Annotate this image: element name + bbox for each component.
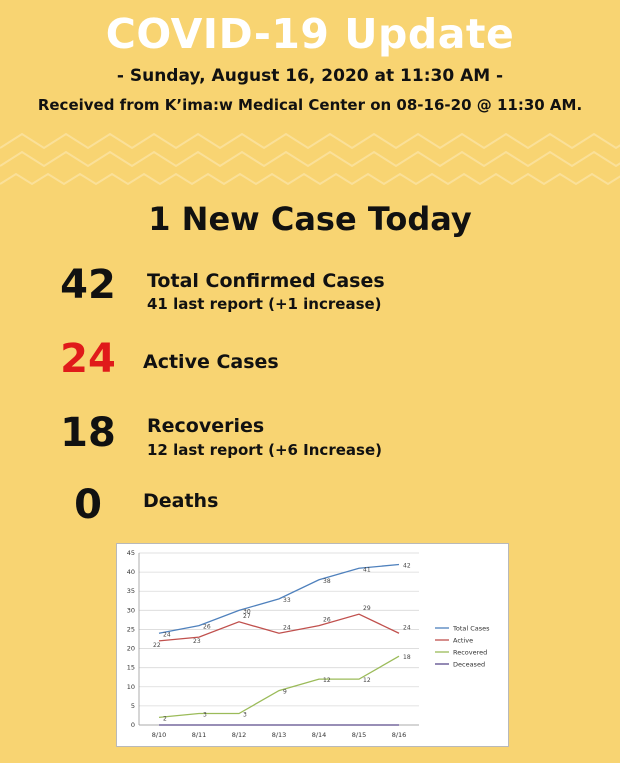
legend-label: Deceased <box>453 660 485 668</box>
data-label: 29 <box>363 605 371 612</box>
decorative-zigzag-band <box>0 132 620 186</box>
data-label: 30 <box>243 608 251 615</box>
total-cases-number: 42 <box>60 262 116 308</box>
data-label: 12 <box>363 677 371 684</box>
y-tick-label: 15 <box>127 664 135 672</box>
x-tick-label: 8/15 <box>352 731 367 739</box>
data-label: 12 <box>323 677 331 684</box>
deaths-label: Deaths <box>143 490 219 512</box>
active-cases-number: 24 <box>60 336 116 382</box>
data-label: 24 <box>283 624 291 631</box>
recoveries-number: 18 <box>60 410 116 456</box>
data-label: 18 <box>403 654 411 661</box>
data-label: 26 <box>323 617 331 624</box>
y-tick-label: 0 <box>131 721 135 729</box>
chart-svg: 0 5 10 15 20 25 30 35 40 45 8/10 8/11 8/12 8/13 8/14 8/… <box>127 549 490 739</box>
series-line-total-cases <box>158 563 400 634</box>
x-tick-label: 8/16 <box>392 731 407 739</box>
x-tick-label: 8/11 <box>192 731 207 739</box>
data-label: 24 <box>403 624 411 631</box>
x-tick-label: 8/12 <box>232 731 247 739</box>
data-label: 24 <box>163 631 171 638</box>
y-tick-label: 45 <box>127 549 135 557</box>
series-line-recovered <box>158 655 400 719</box>
data-label: 23 <box>193 638 201 645</box>
x-tick-label: 8/13 <box>272 731 287 739</box>
data-label: 42 <box>403 562 411 569</box>
data-label: 33 <box>283 597 291 604</box>
legend-label: Total Cases <box>452 624 490 632</box>
data-label: 9 <box>283 689 287 696</box>
cases-line-chart: 0 5 10 15 20 25 30 35 40 45 8/10 8/11 8/12 8/13 8/14 8/… <box>116 543 509 747</box>
active-cases-label: Active Cases <box>143 351 279 373</box>
series-line-active <box>158 613 400 642</box>
y-tick-label: 30 <box>127 606 135 614</box>
x-tick-label: 8/10 <box>152 731 167 739</box>
y-tick-label: 20 <box>127 645 135 653</box>
recoveries-sub: 12 last report (+6 Increase) <box>147 441 382 459</box>
y-tick-label: 5 <box>131 702 135 710</box>
data-label: 26 <box>203 624 211 631</box>
legend-label: Recovered <box>453 648 487 656</box>
report-datetime: - Sunday, August 16, 2020 at 11:30 AM - <box>116 66 504 86</box>
y-tick-label: 40 <box>127 568 135 576</box>
x-tick-label: 8/14 <box>312 731 327 739</box>
total-cases-sub: 41 last report (+1 increase) <box>147 295 382 313</box>
new-cases-headline: 1 New Case Today <box>148 200 472 238</box>
y-tick-label: 35 <box>127 587 135 595</box>
recoveries-label: Recoveries <box>147 415 265 437</box>
y-tick-label: 10 <box>127 683 135 691</box>
y-tick-label: 25 <box>127 625 135 633</box>
data-label: 22 <box>153 642 161 649</box>
data-label: 27 <box>243 613 251 620</box>
data-label: 3 <box>243 712 247 719</box>
total-cases-label: Total Confirmed Cases <box>147 270 385 292</box>
data-label: 38 <box>323 578 331 585</box>
data-label: 3 <box>203 712 207 719</box>
legend-label: Active <box>453 636 473 644</box>
source-line: Received from K’ima:w Medical Center on … <box>37 96 583 114</box>
data-label: 2 <box>163 715 167 722</box>
deaths-number: 0 <box>74 482 102 528</box>
data-label: 41 <box>363 566 371 573</box>
page-title: COVID-19 Update <box>105 10 515 58</box>
